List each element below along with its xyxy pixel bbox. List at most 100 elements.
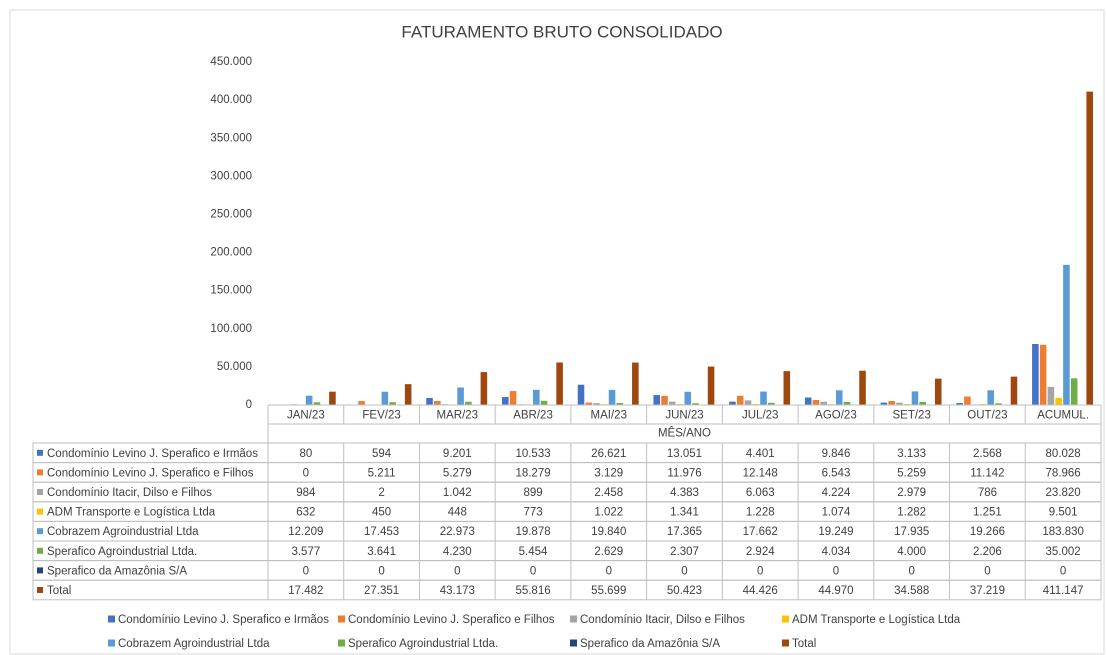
table-cell: 0 [681,565,687,577]
y-tick-label: 0 [246,399,252,411]
bar [995,403,1002,405]
table-cell: 773 [523,507,542,519]
table-cell: 2.307 [670,546,699,558]
table-cell: 411.147 [1043,585,1084,597]
table-cell: 3.641 [367,546,396,558]
table-cell: 448 [448,507,467,519]
table-cell: 19.249 [818,526,853,538]
bar [729,401,736,405]
table-cell: 9.846 [822,448,851,460]
bar [329,391,336,405]
table-cell: 0 [1060,565,1066,577]
table-cell: 13.051 [667,448,702,460]
table-cell: 899 [523,487,542,499]
table-cell: 3.129 [594,467,623,479]
bar [434,400,441,405]
table-cell: 37.219 [970,585,1005,597]
table-cell: 594 [372,448,392,460]
bar [1032,344,1039,405]
bar [820,401,827,405]
table-cell: 0 [833,565,839,577]
bar [707,366,715,405]
x-tick-label: ACUMUL. [1037,410,1089,422]
y-tick-label: 150.000 [210,285,252,297]
table-cell: 17.482 [288,585,323,597]
table-cell: 0 [908,565,914,577]
bar [381,391,389,405]
table-cell: 44.426 [743,585,778,597]
table-cell: 5.211 [368,467,396,479]
bar [661,395,668,405]
table-cell: 0 [757,565,763,577]
legend-label: Condomínio Itacir, Dilso e Filhos [580,614,745,626]
table-cell: 2 [378,487,384,499]
bar [653,395,661,405]
table-cell: 44.970 [818,585,853,597]
bar [1070,378,1078,405]
bar [835,390,843,405]
legend-swatch [108,639,115,647]
bar [1086,91,1093,405]
legend-label: Sperafico Agroindustrial Ltda. [348,638,498,650]
table-cell: 12.209 [288,526,323,538]
bar [896,402,903,405]
legend-swatch [37,528,43,535]
bar [1039,344,1047,405]
table-cell: 1.251 [973,507,1002,519]
bar [888,400,895,405]
table-cell: 12.148 [743,467,778,479]
table-cell: 4.000 [897,546,926,558]
bar [1055,397,1062,405]
bar [457,387,464,405]
table-cell: 1.341 [670,507,699,519]
table-cell: 19.266 [970,526,1005,538]
row-label: Cobrazem Agroindustrial Ltda [47,526,199,538]
bar [934,378,942,405]
table-cell: 9.201 [443,448,472,460]
legend-swatch [782,639,789,647]
table-cell: 5.454 [519,546,548,558]
legend-swatch [338,639,345,647]
bar [684,391,692,405]
bar [426,397,433,405]
bar [668,401,676,405]
table-cell: 786 [978,487,997,499]
bar [509,391,517,405]
legend-swatch [37,449,43,456]
bar [744,400,752,405]
bar [880,402,888,405]
bar [501,396,509,405]
table-cell: 19.878 [515,526,550,538]
row-label: Sperafico da Amazônia S/A [47,565,187,577]
row-label: Sperafico Agroindustrial Ltda. [47,546,197,558]
table-cell: 2.629 [594,546,623,558]
table-cell: 4.034 [822,546,851,558]
bar [585,402,593,405]
table-cell: 1.282 [897,507,926,519]
bar [608,389,616,405]
legend-label: Condomínio Levino J. Sperafico e Irmãos [118,614,329,626]
legend-label: ADM Transporte e Logística Ltda [792,614,961,626]
table-cell: 2.206 [973,546,1002,558]
table-cell: 1.228 [746,507,775,519]
bar [556,362,563,405]
bar [1010,376,1018,405]
table-cell: 80 [299,448,312,460]
bar [313,402,321,405]
legend-label: Sperafico da Amazônia S/A [580,638,720,650]
table-cell: 18.279 [515,467,550,479]
bar [736,395,744,405]
chart-border [9,9,1105,655]
x-tick-label: JUL/23 [742,410,778,422]
bar [593,403,600,405]
row-label: Total [47,585,71,597]
table-cell: 50.423 [667,585,702,597]
table-cell: 632 [296,507,315,519]
table-cell: 22.973 [440,526,475,538]
table-cell: 0 [303,565,309,577]
x-tick-label: JUN/23 [665,410,703,422]
table-cell: 984 [296,487,316,499]
legend-swatch [37,489,43,495]
bar [783,371,791,405]
row-label: Condomínio Levino J. Sperafico e Irmãos [47,448,258,460]
